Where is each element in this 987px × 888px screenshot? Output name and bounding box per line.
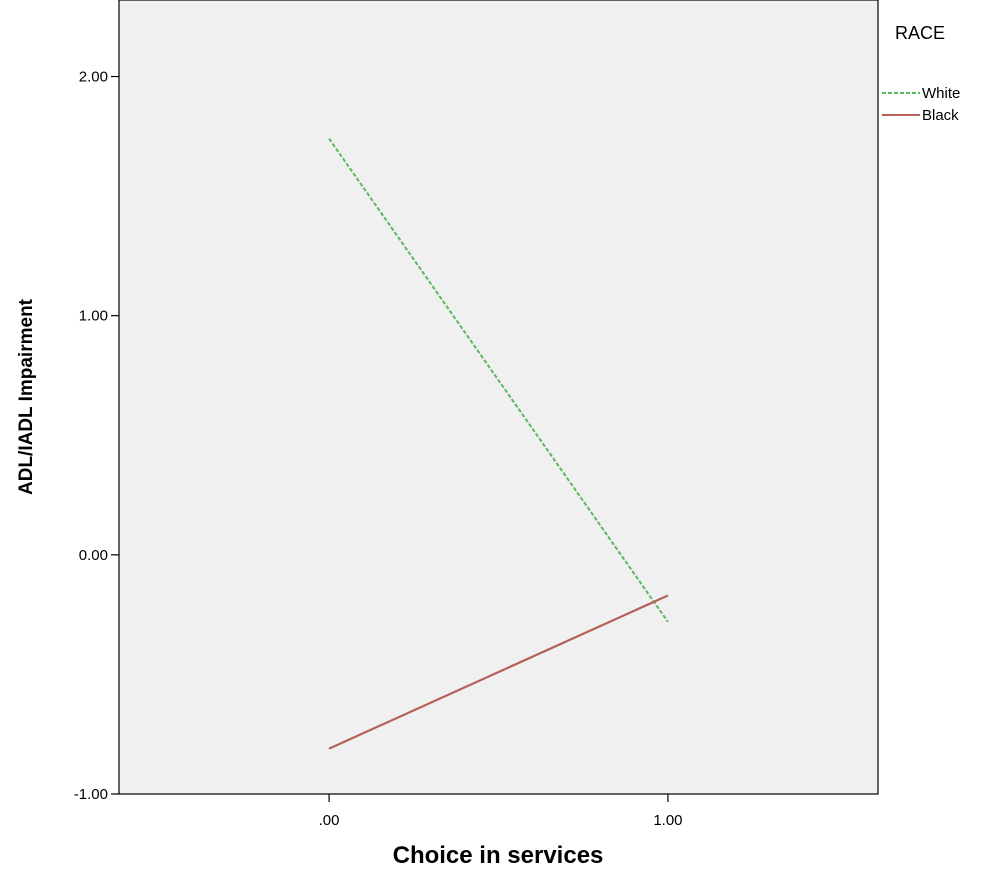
series-line-white: [328, 138, 669, 623]
y-tick-label: -1.00: [74, 786, 108, 803]
plot-area: [118, 0, 879, 795]
legend-label-black: Black: [922, 107, 959, 124]
y-axis-title: ADL/IADL Impairment: [16, 298, 37, 495]
x-tick-label: .00: [319, 812, 340, 829]
series-line-black: [328, 594, 669, 750]
y-tick-label: 2.00: [79, 69, 108, 86]
x-tick-label: 1.00: [653, 812, 682, 829]
legend-label-white: White: [922, 85, 960, 102]
y-tick-label: 0.00: [79, 547, 108, 564]
x-axis-title: Choice in services: [393, 842, 604, 869]
legend: RACE White Black: [882, 23, 960, 124]
y-tick-label: 1.00: [79, 308, 108, 325]
legend-title: RACE: [895, 23, 945, 43]
